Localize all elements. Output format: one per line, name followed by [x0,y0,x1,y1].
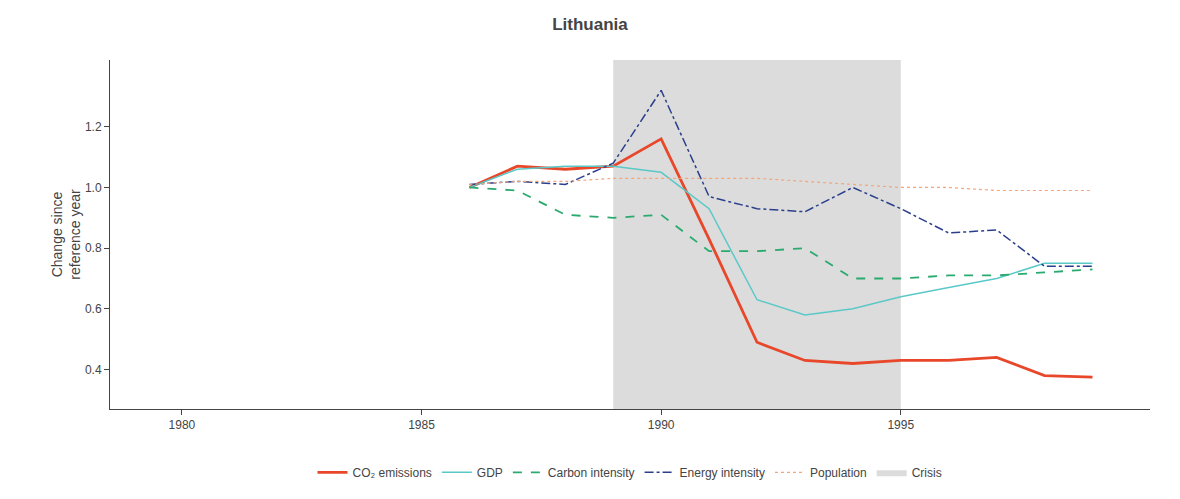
svg-text:1980: 1980 [169,418,196,432]
svg-text:CO₂ emissions: CO₂ emissions [353,466,432,480]
svg-text:1995: 1995 [887,418,914,432]
svg-text:Population: Population [810,466,867,480]
svg-text:0.6: 0.6 [85,302,102,316]
svg-text:Lithuania: Lithuania [552,15,628,34]
svg-text:1.2: 1.2 [85,120,102,134]
svg-text:Carbon intensity: Carbon intensity [548,466,635,480]
svg-text:Crisis: Crisis [912,466,942,480]
svg-text:GDP: GDP [477,466,503,480]
svg-text:1985: 1985 [408,418,435,432]
svg-text:Change sincereference year: Change sincereference year [49,189,83,280]
svg-text:1990: 1990 [648,418,675,432]
svg-text:0.4: 0.4 [85,363,102,377]
svg-text:0.8: 0.8 [85,241,102,255]
svg-text:1.0: 1.0 [85,181,102,195]
svg-text:Energy intensity: Energy intensity [680,466,765,480]
